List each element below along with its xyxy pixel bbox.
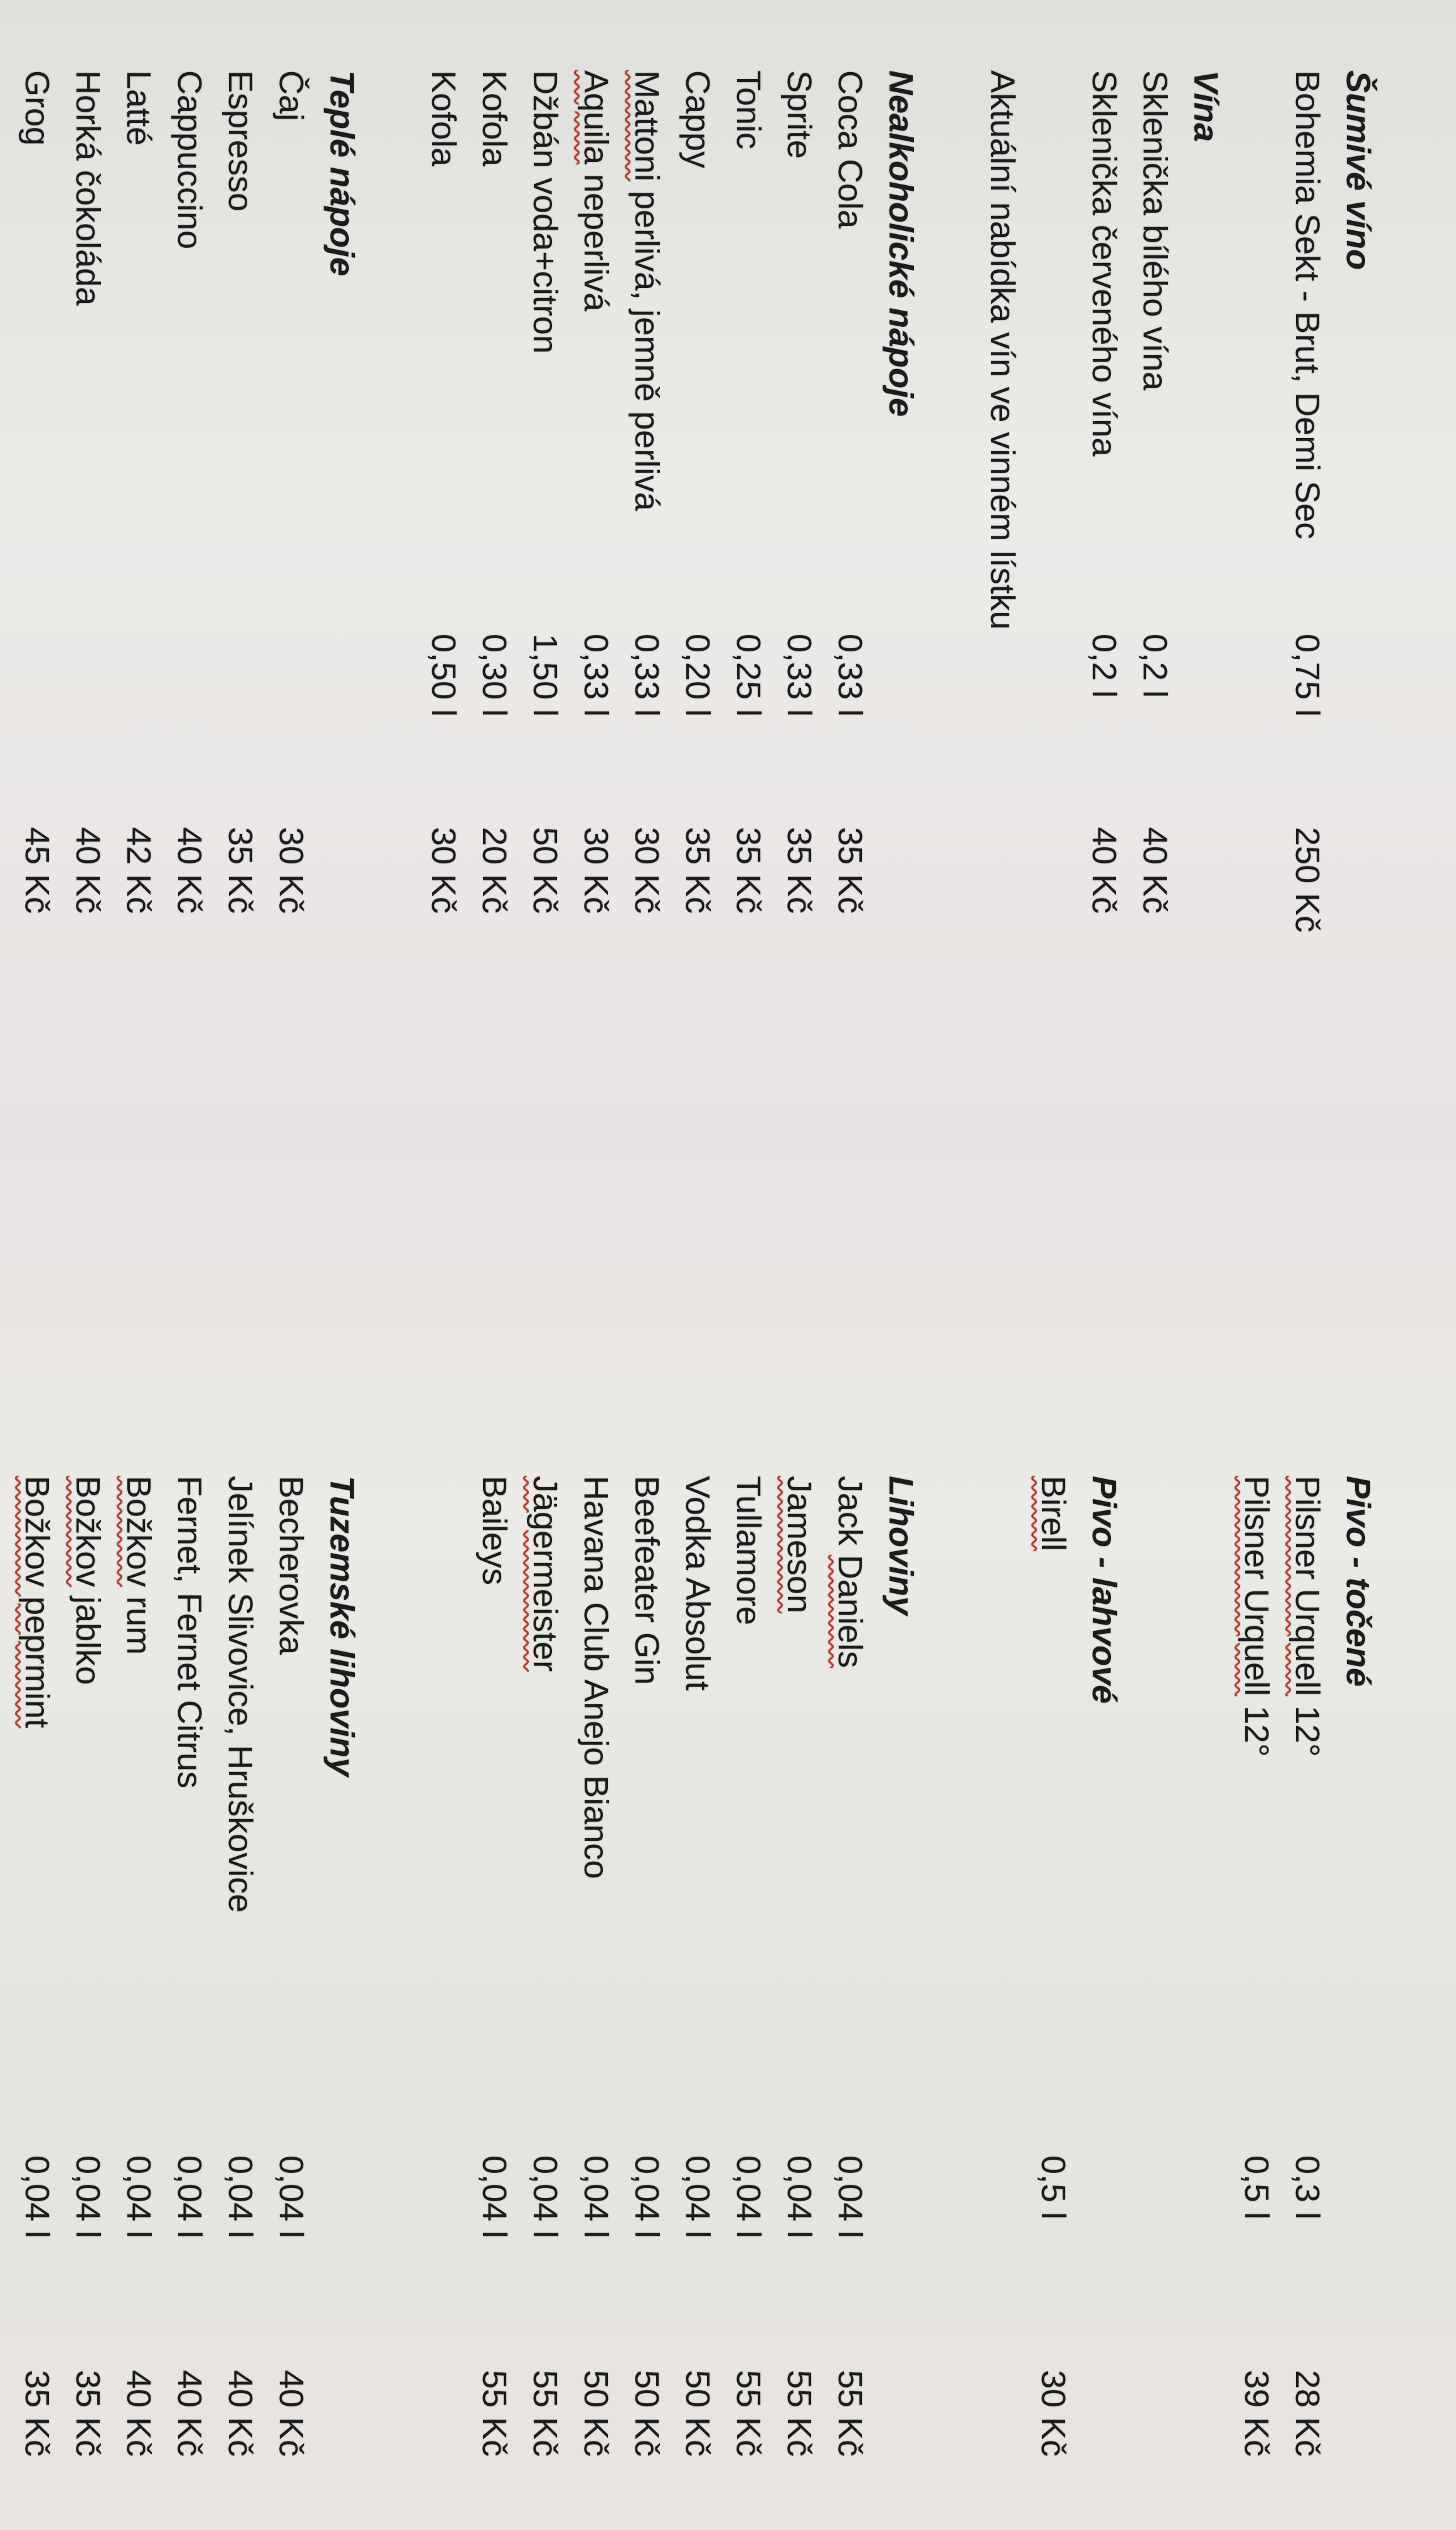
spellcheck-underline: Daniels: [831, 1555, 869, 1668]
item-volume: 0,5 l: [1238, 2155, 1275, 2220]
item-volume: 0,04 l: [577, 2155, 615, 2239]
spellcheck-underline: Jägermeister: [526, 1476, 564, 1672]
item-price: 35 Kč: [18, 2370, 56, 2457]
item-volume: 0,04 l: [730, 2155, 767, 2239]
item-volume: 0,04 l: [120, 2155, 157, 2239]
item-name: Božkov peprmint: [15, 1476, 59, 1728]
menu-item: Jameson 0,04 l 55 Kč: [777, 0, 821, 2530]
item-volume: 0,04 l: [272, 2155, 310, 2239]
menu-item: Tullamore 0,04 l 55 Kč: [726, 0, 770, 2530]
item-name: Baileys: [476, 1476, 513, 1586]
spellcheck-underline: Birell: [1034, 1476, 1072, 1552]
item-price: 50 Kč: [577, 2370, 615, 2457]
item-price: 55 Kč: [730, 2370, 767, 2457]
menu-item: Pilsner Urquell 12° 0,5 l 39 Kč: [1235, 0, 1278, 2530]
item-price: 50 Kč: [628, 2370, 666, 2457]
menu-item: Božkov rum 0,04 l 40 Kč: [117, 0, 161, 2530]
item-price: 28 Kč: [1289, 2370, 1326, 2457]
spellcheck-underline: Božkov peprmint: [18, 1476, 56, 1729]
spellcheck-underline: Pilsner Urquell: [1238, 1476, 1275, 1697]
item-name: Fernet, Fernet Citrus: [171, 1476, 208, 1789]
section-title: Tuzemské lihoviny: [323, 1476, 361, 1777]
item-volume: 0,04 l: [780, 2155, 818, 2239]
menu-item: Birell 0,5 l 30 Kč: [1031, 0, 1075, 2530]
item-name: Beefeater Gin: [628, 1476, 666, 1685]
item-volume: 0,04 l: [171, 2155, 208, 2239]
item-price: 40 Kč: [171, 2370, 208, 2457]
item-price: 55 Kč: [476, 2370, 513, 2457]
item-name: Božkov rum: [120, 1476, 157, 1655]
spellcheck-underline: Božkov: [69, 1476, 107, 1588]
section-heading: Pivo - točené: [1336, 0, 1380, 2530]
item-price: 30 Kč: [1034, 2370, 1072, 2457]
item-volume: 0,5 l: [1034, 2155, 1072, 2220]
item-price: 55 Kč: [526, 2370, 564, 2457]
menu-item: Sklenička bílého vína 0,2 l 40 Kč: [1133, 0, 1177, 2530]
item-name: Kofola: [425, 70, 462, 167]
item-volume: 0,04 l: [476, 2155, 513, 2239]
item-name: Jägermeister: [523, 1476, 567, 1672]
item-price: 40 Kč: [1136, 827, 1174, 914]
section-title: Lihoviny: [882, 1476, 920, 1616]
item-name: Birell: [1031, 1476, 1075, 1551]
spellcheck-underline: Božkov: [120, 1476, 157, 1588]
menu-item: Baileys 0,04 l 55 Kč: [472, 0, 516, 2530]
section-heading: Pivo - lahvové: [1082, 0, 1126, 2530]
menu-item: Havana Club Anejo Bianco 0,04 l 50 Kč: [574, 0, 618, 2530]
item-name: Božkov jablko: [69, 1476, 107, 1685]
menu-item: Jack Daniels 0,04 l 55 Kč: [828, 0, 872, 2530]
item-price: 55 Kč: [780, 2370, 818, 2457]
item-volume: 0,04 l: [628, 2155, 666, 2239]
menu-item: Fernet, Fernet Citrus 0,04 l 40 Kč: [167, 0, 211, 2530]
item-name: Pilsner Urquell 12°: [1289, 1476, 1326, 1757]
item-name: Becherovka: [272, 1476, 310, 1655]
item-name: Aktuální nabídka vín ve vinném lístku: [984, 70, 1021, 630]
item-price: 40 Kč: [272, 2370, 310, 2457]
spellcheck-underline: Pilsner Urquell: [1289, 1476, 1326, 1697]
menu-item: Beefeater Gin 0,04 l 50 Kč: [625, 0, 669, 2530]
item-name: Vodka Absolut: [679, 1476, 716, 1691]
item-name: Sklenička bílého vína: [1136, 70, 1174, 391]
item-price: 39 Kč: [1238, 2370, 1275, 2457]
menu-item: Aktuální nabídka vín ve vinném lístku: [980, 0, 1024, 2530]
menu-item: Jelínek Slivovice, Hruškovice 0,04 l 40 Kč: [218, 0, 262, 2530]
item-price: 50 Kč: [679, 2370, 716, 2457]
section-title: Vína: [1187, 70, 1225, 142]
item-name: Havana Club Anejo Bianco: [577, 1476, 615, 1879]
section-heading: Vína: [1184, 0, 1228, 2530]
menu-item: Becherovka 0,04 l 40 Kč: [269, 0, 313, 2530]
item-volume: 0,50 l: [425, 634, 462, 717]
item-volume: 0,3 l: [1289, 2155, 1326, 2220]
spellcheck-underline: Jameson: [780, 1476, 818, 1614]
item-name: Jelínek Slivovice, Hruškovice: [221, 1476, 259, 1913]
item-volume: 0,04 l: [679, 2155, 716, 2239]
section-heading: Lihoviny: [879, 0, 923, 2530]
menu-item: Vodka Absolut 0,04 l 50 Kč: [676, 0, 720, 2530]
section-heading: Tuzemské lihoviny: [320, 0, 364, 2530]
section-title: Pivo - lahvové: [1085, 1476, 1123, 1704]
item-volume: 0,04 l: [69, 2155, 107, 2239]
item-price: 30 Kč: [425, 827, 462, 914]
item-name: Jack Daniels: [831, 1476, 869, 1668]
item-price: 35 Kč: [69, 2370, 107, 2457]
item-volume: 0,04 l: [831, 2155, 869, 2239]
item-price: 40 Kč: [120, 2370, 157, 2457]
item-name: Pilsner Urquell 12°: [1238, 1476, 1275, 1757]
menu-item: Jägermeister 0,04 l 55 Kč: [523, 0, 567, 2530]
item-name: Jameson: [777, 1476, 821, 1613]
item-name: Tullamore: [730, 1476, 767, 1626]
menu-item: Božkov peprmint 0,04 l 35 Kč: [15, 0, 59, 2530]
menu-item: Božkov jablko 0,04 l 35 Kč: [66, 0, 110, 2530]
item-volume: 0,04 l: [221, 2155, 259, 2239]
item-volume: 0,04 l: [526, 2155, 564, 2239]
menu-item: Pilsner Urquell 12° 0,3 l 28 Kč: [1285, 0, 1329, 2530]
item-volume: 0,2 l: [1136, 634, 1174, 698]
item-price: 55 Kč: [831, 2370, 869, 2457]
menu-item: Kofola 0,50 l 30 Kč: [422, 0, 465, 2530]
item-price: 40 Kč: [221, 2370, 259, 2457]
section-title: Pivo - točené: [1339, 1476, 1377, 1687]
item-volume: 0,04 l: [18, 2155, 56, 2239]
